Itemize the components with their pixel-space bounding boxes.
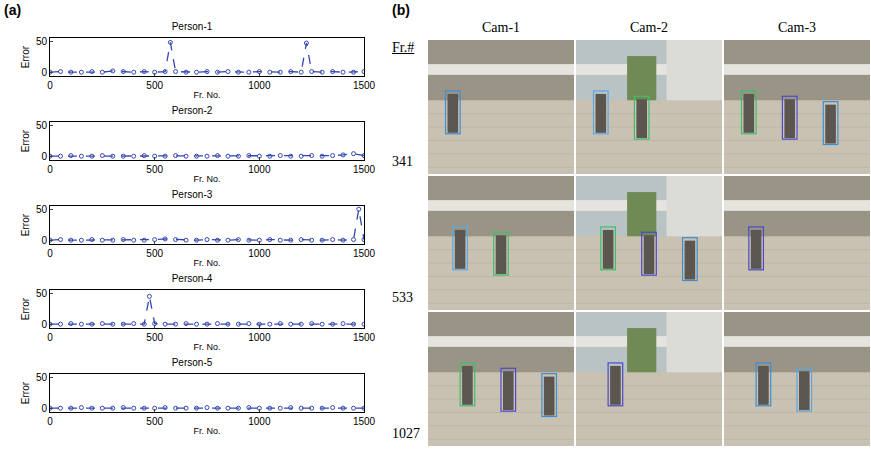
svg-text:1500: 1500 — [353, 164, 376, 175]
svg-text:0: 0 — [47, 80, 53, 91]
svg-text:Person-3: Person-3 — [172, 190, 213, 200]
svg-text:Fr. No.: Fr. No. — [193, 258, 220, 268]
svg-text:500: 500 — [146, 248, 163, 259]
svg-text:Person-1: Person-1 — [172, 22, 213, 32]
html-text:Cam-2: Cam-2 — [629, 20, 668, 35]
svg-text:Error: Error — [20, 129, 31, 152]
svg-text:0: 0 — [47, 164, 53, 175]
svg-text:50: 50 — [36, 204, 48, 215]
html-text:1027: 1027 — [392, 426, 420, 441]
svg-text:0: 0 — [41, 235, 47, 246]
svg-text:50: 50 — [36, 36, 48, 47]
svg-text:Error: Error — [20, 45, 31, 68]
svg-text:Fr. No.: Fr. No. — [193, 174, 220, 184]
html-text:(b): (b) — [392, 2, 410, 18]
svg-text:Error: Error — [20, 381, 31, 404]
svg-text:Error: Error — [20, 297, 31, 320]
svg-text:50: 50 — [36, 372, 48, 383]
svg-text:1500: 1500 — [353, 416, 376, 427]
svg-text:Fr. No.: Fr. No. — [193, 426, 220, 436]
svg-text:0: 0 — [41, 319, 47, 330]
html-text:Fr.#: Fr.# — [392, 40, 415, 55]
html-text:533: 533 — [392, 290, 413, 305]
svg-text:Person-2: Person-2 — [172, 106, 213, 116]
svg-text:1500: 1500 — [353, 80, 376, 91]
svg-text:Error: Error — [20, 213, 31, 236]
svg-text:0: 0 — [47, 416, 53, 427]
svg-text:Fr. No.: Fr. No. — [193, 90, 220, 100]
svg-text:1000: 1000 — [248, 164, 271, 175]
html-text:Cam-3: Cam-3 — [777, 20, 816, 35]
svg-text:Person-4: Person-4 — [172, 274, 213, 284]
html-text:(a): (a) — [4, 2, 22, 18]
svg-text:1000: 1000 — [248, 416, 271, 427]
svg-text:0: 0 — [47, 248, 53, 259]
svg-text:1500: 1500 — [353, 332, 376, 343]
svg-text:1500: 1500 — [353, 248, 376, 259]
svg-text:Person-5: Person-5 — [172, 358, 213, 368]
svg-text:50: 50 — [36, 120, 48, 131]
svg-text:1000: 1000 — [248, 248, 271, 259]
svg-text:0: 0 — [47, 332, 53, 343]
svg-text:0: 0 — [41, 151, 47, 162]
svg-text:500: 500 — [146, 80, 163, 91]
svg-text:500: 500 — [146, 164, 163, 175]
svg-text:1000: 1000 — [248, 80, 271, 91]
svg-text:0: 0 — [41, 67, 47, 78]
html-text:341: 341 — [392, 154, 413, 169]
html-text:Cam-1: Cam-1 — [481, 20, 520, 35]
svg-text:500: 500 — [146, 416, 163, 427]
svg-text:Fr. No.: Fr. No. — [193, 342, 220, 352]
svg-text:0: 0 — [41, 403, 47, 414]
svg-text:500: 500 — [146, 332, 163, 343]
svg-text:1000: 1000 — [248, 332, 271, 343]
svg-text:50: 50 — [36, 288, 48, 299]
